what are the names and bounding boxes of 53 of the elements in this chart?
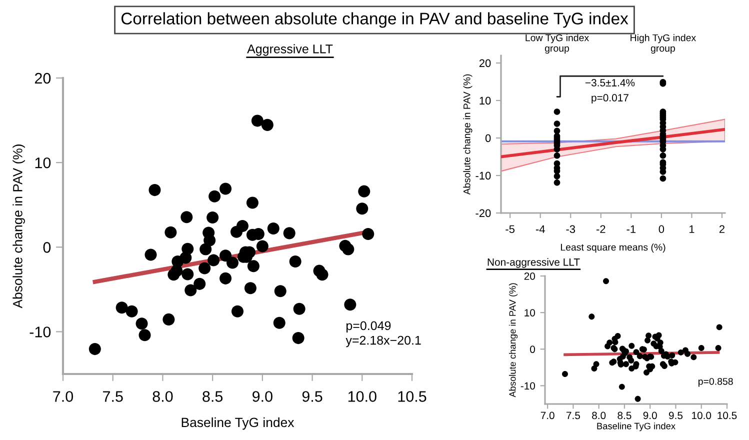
x-tick-label: 9.5 bbox=[302, 391, 322, 402]
y-tick-label: 0 bbox=[485, 134, 491, 142]
x-tick-label: 10.5 bbox=[718, 412, 737, 420]
x-tick-label: 9.0 bbox=[643, 412, 657, 420]
y-tick-label: 10 bbox=[35, 157, 51, 168]
x-tick-label: 7.5 bbox=[103, 391, 123, 402]
y-axis-title: Absolute change in PAV (%) bbox=[463, 74, 472, 195]
y-tick-label: -10 bbox=[476, 172, 491, 180]
y-tick-label: -10 bbox=[520, 382, 536, 390]
y-axis-title: Absolute change in PAV (%) bbox=[12, 144, 25, 308]
y-axis-title: Absolute change in PAV (%) bbox=[509, 283, 518, 398]
x-tick-label: 10.5 bbox=[398, 391, 426, 402]
x-tick-label: 10.0 bbox=[692, 412, 712, 420]
x-tick-label: 9.5 bbox=[669, 412, 683, 420]
y-tick-label: -20 bbox=[476, 209, 491, 218]
chart-title: Non-aggressive LLT bbox=[488, 258, 580, 268]
x-tick-label: 0 bbox=[658, 225, 664, 234]
x-axis-title: Least square means (%) bbox=[560, 244, 666, 253]
x-tick-label: 2 bbox=[719, 225, 724, 233]
y-tick-label: 10 bbox=[480, 96, 491, 105]
y-tick-label: 0 bbox=[530, 346, 536, 354]
y-tick-label: 20 bbox=[524, 272, 536, 280]
x-tick-label: 8.0 bbox=[152, 391, 173, 402]
x-tick-label: 7.0 bbox=[53, 391, 74, 402]
x-tick-label: -2 bbox=[596, 225, 606, 233]
y-tick-label: 10 bbox=[524, 309, 536, 316]
x-tick-label: 9.0 bbox=[252, 391, 272, 402]
x-tick-label: 10.0 bbox=[348, 391, 376, 402]
x-tick-label: 8.5 bbox=[618, 412, 632, 420]
y-tick-label: 20 bbox=[34, 72, 51, 84]
annotation: −3.5±1.4% bbox=[585, 79, 635, 86]
text: High TyG index group bbox=[630, 34, 696, 54]
text: Low TyG index group bbox=[526, 34, 589, 54]
y-tick-label: 0 bbox=[43, 242, 51, 253]
chart-subtitle: Aggressive LLT bbox=[247, 44, 333, 56]
x-tick-label: 7.0 bbox=[540, 412, 554, 420]
x-tick-label: -3 bbox=[566, 225, 576, 234]
annotation: y=2.18x−20.1 bbox=[346, 336, 421, 348]
y-tick-label: 20 bbox=[479, 59, 491, 68]
chart-title: Correlation between absolute change in PAV and baseline TyG index bbox=[121, 12, 628, 28]
annotation: p=0.049 bbox=[346, 321, 391, 333]
x-tick-label: 1 bbox=[689, 225, 694, 233]
x-tick-label: -4 bbox=[536, 225, 545, 233]
annotation: p=0.858 bbox=[698, 378, 733, 387]
x-tick-label: 8.0 bbox=[592, 412, 606, 420]
x-tick-label: -5 bbox=[506, 225, 515, 234]
x-axis-title: Baseline TyG index bbox=[182, 417, 294, 430]
x-tick-label: 8.5 bbox=[202, 391, 223, 402]
x-tick-label: -1 bbox=[626, 225, 636, 233]
x-tick-label: 7.5 bbox=[566, 412, 580, 420]
annotation: p=0.017 bbox=[592, 94, 628, 104]
x-axis-title: Baseline TyG index bbox=[597, 422, 676, 432]
y-tick-label: -10 bbox=[30, 326, 51, 338]
